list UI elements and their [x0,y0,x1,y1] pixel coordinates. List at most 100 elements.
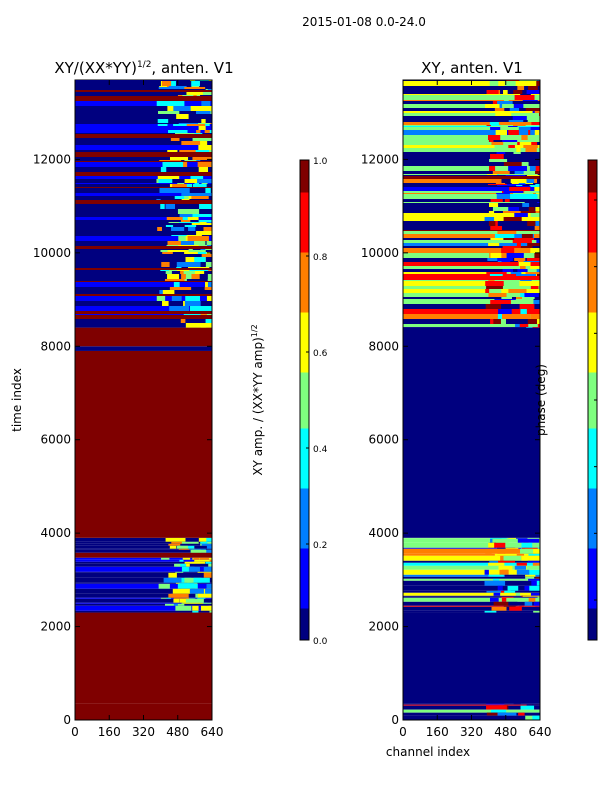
colorbar-segment [300,320,309,325]
heatmap-band [486,304,501,309]
heatmap-stripe [75,611,212,613]
heatmap-band [534,187,540,191]
heatmap-band [489,289,501,293]
heatmap-stripe [403,94,540,95]
colorbar-segment [588,492,597,497]
colorbar-segment [300,564,309,569]
heatmap-band [536,577,540,579]
heatmap-band [159,160,175,161]
heatmap-band [192,562,205,564]
colorbar-segment [588,420,597,425]
heatmap-band [528,86,538,90]
colorbar-segment [588,484,597,489]
heatmap-band [515,95,535,100]
heatmap-band [173,106,190,111]
heatmap-stripe [403,581,540,586]
heatmap-band [490,538,506,539]
colorbar-segment [300,288,309,293]
heatmap-band [488,135,500,140]
colorbar-segment [300,456,309,461]
heatmap-band [486,706,507,710]
heatmap-band [188,267,209,268]
heatmap-band [491,126,508,127]
colorbar-segment [300,200,309,205]
heatmap-stripe [75,172,212,174]
heatmap-band [533,183,540,184]
colorbar-segment [300,532,309,537]
heatmap-band [205,589,212,594]
heatmap-band [490,300,511,304]
colorbar-segment [588,544,597,549]
colorbar-segment [588,560,597,565]
heatmap-band [185,301,201,306]
heatmap-band [536,166,540,171]
heatmap-band [494,543,505,548]
heatmap-band [177,183,184,184]
y-tick-label: 12000 [33,152,71,166]
heatmap-band [185,225,196,227]
heatmap-band [487,90,499,94]
heatmap-band [526,108,540,111]
heatmap-band [529,127,540,130]
heatmap-band [157,227,162,231]
heatmap-band [516,274,536,276]
heatmap-band [208,89,212,90]
colorbar-segment [300,632,309,637]
heatmap-stripe [75,152,212,157]
heatmap-band [508,166,527,171]
heatmap-stripe [403,281,540,286]
heatmap-band [203,227,211,231]
heatmap-band [535,191,540,193]
x-tick-label: 0 [399,725,407,739]
heatmap-band [523,145,537,148]
colorbar-segment [588,252,597,257]
heatmap-band [188,236,209,241]
heatmap-band [531,286,539,289]
colorbar-segment [588,336,597,341]
heatmap-band [199,204,212,209]
colorbar-segment [588,632,597,637]
colorbar-segment [588,368,597,373]
heatmap-band [498,174,509,175]
colorbar-segment [300,256,309,261]
heatmap-band [517,243,521,246]
heatmap-band [194,578,210,583]
colorbar-segment [300,220,309,225]
colorbar-segment [588,360,597,365]
heatmap-band [490,253,501,258]
heatmap-band [530,262,540,266]
colorbar-segment [588,280,597,285]
colorbar-segment [588,424,597,429]
colorbar-segment [588,320,597,325]
heatmap-band [526,327,532,328]
heatmap-stripe [403,276,540,280]
heatmap-block [75,351,212,538]
heatmap-band [503,269,514,272]
heatmap-band [199,538,206,542]
heatmap-band [181,141,194,145]
heatmap-band [487,591,501,593]
x-tick-label: 320 [132,725,155,739]
heatmap-band [514,704,521,705]
colorbar-segment [588,468,597,473]
heatmap-band [200,141,207,145]
heatmap-band [520,280,529,281]
heatmap-band [171,542,182,544]
heatmap-band [515,566,526,570]
y-tick-label: 8000 [368,339,399,353]
heatmap-stripe [75,573,212,578]
heatmap-stripe [403,122,540,125]
heatmap-stripe [75,268,212,270]
heatmap-band [156,199,160,200]
left-cbar-label-exponent: 1/2 [250,324,259,337]
heatmap-stripe [75,204,212,209]
colorbar-segment [588,476,597,481]
heatmap-band [201,101,210,106]
heatmap-band [207,546,212,549]
heatmap-stripe [75,161,212,162]
heatmap-block [75,613,212,704]
colorbar-segment [588,332,597,337]
colorbar-segment [588,228,597,233]
colorbar-segment [588,276,597,281]
heatmap-band [528,319,537,324]
